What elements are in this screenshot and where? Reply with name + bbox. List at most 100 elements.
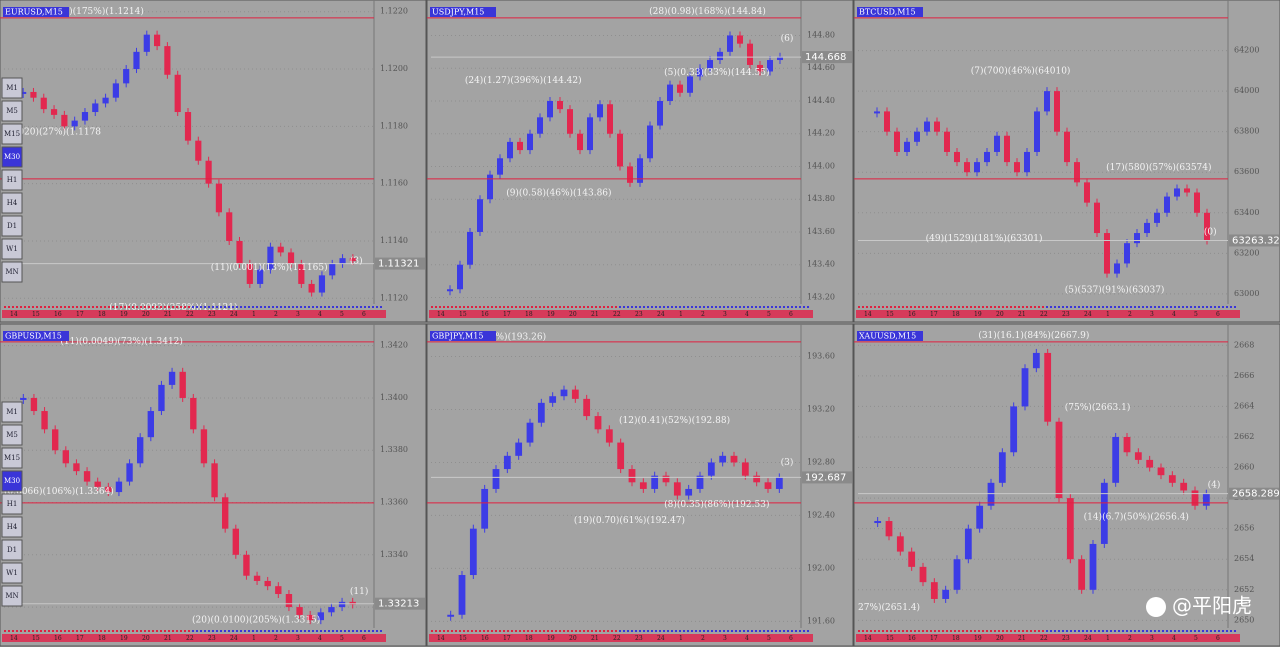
strip-dot [256, 306, 258, 308]
strip-dot [332, 306, 334, 308]
candle-body [190, 397, 197, 430]
candle-body [1044, 91, 1050, 112]
strip-dot [196, 630, 198, 632]
strip-dot [1126, 630, 1128, 632]
strip-dot [1026, 306, 1028, 308]
annotation: (0.0036)(175%)(1.1214) [34, 6, 144, 17]
symbol-box [857, 7, 923, 17]
strip-dot [703, 630, 705, 632]
strip-dot [803, 306, 805, 308]
strip-dot [938, 306, 940, 308]
timeframe-label[interactable]: H4 [7, 523, 18, 531]
strip-dot [523, 306, 525, 308]
strip-dot [1162, 630, 1164, 632]
strip-dot [431, 630, 433, 632]
candle-body [767, 60, 773, 72]
timeframe-button[interactable] [1, 401, 23, 423]
timeframe-label[interactable]: D1 [7, 222, 17, 230]
timeframe-label[interactable]: MN [5, 592, 18, 600]
timeframe-label[interactable]: M15 [4, 130, 20, 138]
strip-dot [1154, 306, 1156, 308]
timeframe-button[interactable] [1, 100, 23, 122]
candle-body [1089, 543, 1097, 590]
candle-body [158, 384, 165, 412]
candle-body [1123, 436, 1131, 453]
annotation: (31)(16.1)(84%)(2667.9) [978, 330, 1089, 341]
strip-dot [946, 630, 948, 632]
date-label: 21 [164, 311, 172, 318]
timeframe-button[interactable] [1, 493, 23, 515]
date-label: 16 [54, 311, 62, 318]
annotation: (5)(537)(91%)(63037) [1065, 284, 1165, 295]
timeframe-label[interactable]: H1 [7, 500, 18, 508]
date-label: 4 [1172, 635, 1176, 642]
strip-dot [890, 306, 892, 308]
timeframe-button[interactable] [1, 585, 23, 607]
timeframe-button[interactable] [1, 123, 23, 145]
strip-dot [902, 306, 904, 308]
timeframe-button[interactable] [1, 146, 23, 168]
strip-dot [575, 630, 577, 632]
strip-dot [56, 306, 58, 308]
timeframe-label[interactable]: H1 [7, 176, 18, 184]
timeframe-button[interactable] [1, 192, 23, 214]
timeframe-button[interactable] [1, 470, 23, 492]
timeframe-label[interactable]: W1 [6, 569, 18, 577]
date-label: 6 [362, 311, 366, 318]
timeframe-label[interactable]: H4 [7, 199, 18, 207]
strip-dot [1086, 630, 1088, 632]
timeframe-label[interactable]: M1 [6, 408, 18, 416]
strip-dot [687, 630, 689, 632]
strip-dot [1010, 630, 1012, 632]
timeframe-button[interactable] [1, 447, 23, 469]
candle-body [40, 97, 47, 110]
timeframe-button[interactable] [1, 261, 23, 283]
strip-dot [591, 306, 593, 308]
current-price-box [1229, 234, 1279, 247]
date-label: 2 [701, 311, 705, 318]
timeframe-label[interactable]: M5 [6, 107, 18, 115]
strip-dot [96, 630, 98, 632]
candle-body [1021, 368, 1029, 407]
timeframe-label[interactable]: M30 [4, 477, 20, 485]
strip-dot [683, 630, 685, 632]
timeframe-label[interactable]: M5 [6, 431, 18, 439]
strip-dot [763, 630, 765, 632]
strip-dot [615, 306, 617, 308]
timeframe-button[interactable] [1, 516, 23, 538]
timeframe-button[interactable] [1, 77, 23, 99]
candle-body [105, 486, 112, 493]
timeframe-label[interactable]: M15 [4, 454, 20, 462]
strip-dot [1014, 306, 1016, 308]
timeframe-label[interactable]: W1 [6, 245, 18, 253]
candle-body [338, 601, 346, 608]
annotation: (7)(700)(46%)(64010) [971, 65, 1071, 76]
timeframe-button[interactable] [1, 539, 23, 561]
strip-dot [743, 306, 745, 308]
strip-dot [647, 306, 649, 308]
strip-dot [475, 306, 477, 308]
strip-dot [352, 630, 354, 632]
strip-dot [232, 630, 234, 632]
strip-dot [4, 630, 6, 632]
timeframe-button[interactable] [1, 215, 23, 237]
timeframe-label[interactable]: D1 [7, 546, 17, 554]
timeframe-label[interactable]: MN [5, 268, 18, 276]
candle-body [607, 104, 613, 134]
strip-dot [320, 306, 322, 308]
candle-body [264, 580, 271, 587]
date-label: 1 [1106, 311, 1110, 318]
timeframe-button[interactable] [1, 562, 23, 584]
timeframe-button[interactable] [1, 238, 23, 260]
strip-dot [715, 630, 717, 632]
strip-dot [459, 306, 461, 308]
timeframe-button[interactable] [1, 169, 23, 191]
timeframe-label[interactable]: M30 [4, 153, 20, 161]
timeframe-label[interactable]: M1 [6, 84, 18, 92]
candle-body [874, 111, 880, 114]
timeframe-button[interactable] [1, 424, 23, 446]
candle-body [1202, 493, 1210, 506]
strip-dot [667, 630, 669, 632]
strip-dot [356, 630, 358, 632]
date-label: 21 [591, 635, 599, 642]
